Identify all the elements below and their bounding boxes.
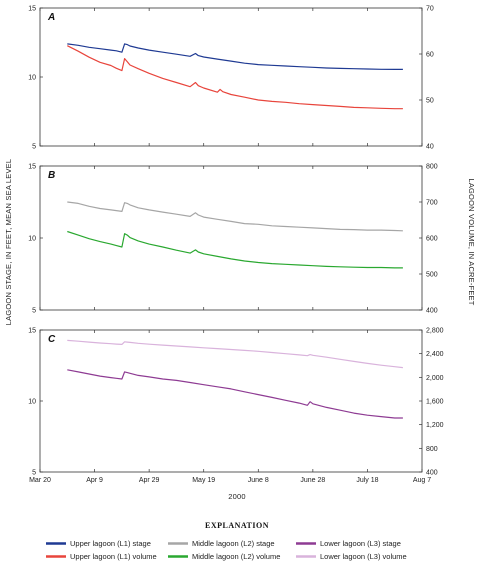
legend-label: Middle lagoon (L2) stage xyxy=(192,539,275,548)
plot-frame xyxy=(39,165,423,311)
x-tick-label: Apr 29 xyxy=(139,477,160,484)
y-right-tick-label: 400 xyxy=(426,470,438,477)
y-right-tick-label: 70 xyxy=(426,6,434,13)
y-left-tick-label: 10 xyxy=(28,75,36,82)
panel-A: 5 10 15 40 50 60 70 A xyxy=(28,6,434,151)
y-left-tick-label: 10 xyxy=(28,399,36,406)
panel-label: C xyxy=(48,334,56,345)
y-right-tick-label: 600 xyxy=(426,236,438,243)
legend-label: Lower lagoon (L3) stage xyxy=(320,539,401,548)
y-right-axis-title: LAGOON VOLUME, IN ACRE-FEET xyxy=(467,178,476,305)
series-line xyxy=(67,230,403,269)
x-axis-title: 2000 xyxy=(228,492,246,501)
series-line xyxy=(67,201,403,232)
y-left-tick-label: 15 xyxy=(28,328,36,335)
y-right-tick-label: 1,200 xyxy=(426,422,444,429)
y-left-tick-label: 10 xyxy=(28,236,36,243)
plot-frame xyxy=(39,7,423,147)
y-right-tick-label: 2,800 xyxy=(426,328,444,335)
x-tick-label: May 19 xyxy=(192,477,215,484)
y-right-tick-label: 50 xyxy=(426,98,434,105)
y-right-tick-label: 1,600 xyxy=(426,399,444,406)
y-left-tick-label: 15 xyxy=(28,164,36,171)
legend-label: Middle lagoon (L2) volume xyxy=(192,552,280,561)
x-tick-label: Mar 20 xyxy=(29,477,51,484)
legend-label: Lower lagoon (L3) volume xyxy=(320,552,407,561)
y-left-axis-title: LAGOON STAGE, IN FEET, MEAN SEA LEVEL xyxy=(4,159,13,325)
chart-panels: 5 10 15 40 50 60 70 A 5 10 15 400 500 600 700 800 B Mar 2… xyxy=(28,6,443,485)
y-left-tick-label: 15 xyxy=(28,6,36,13)
y-right-tick-label: 40 xyxy=(426,144,434,151)
legend-title: EXPLANATION xyxy=(205,521,269,530)
y-right-tick-label: 800 xyxy=(426,446,438,453)
y-right-tick-label: 60 xyxy=(426,52,434,59)
x-tick-label: Aug 7 xyxy=(413,477,431,484)
panel-label: B xyxy=(48,170,55,181)
x-tick-label: June 28 xyxy=(300,477,325,484)
panel-B: 5 10 15 400 500 600 700 800 B xyxy=(28,164,438,315)
y-right-tick-label: 700 xyxy=(426,200,438,207)
y-left-tick-label: 5 xyxy=(32,308,36,315)
legend-label: Upper lagoon (L1) volume xyxy=(70,552,157,561)
series-line xyxy=(67,339,403,369)
y-right-tick-label: 400 xyxy=(426,308,438,315)
panel-label: A xyxy=(47,12,55,23)
y-right-tick-label: 800 xyxy=(426,164,438,171)
series-line xyxy=(67,43,403,71)
y-right-tick-label: 2,400 xyxy=(426,351,444,358)
series-line xyxy=(67,369,403,419)
plot-frame xyxy=(39,329,423,473)
y-left-tick-label: 5 xyxy=(32,470,36,477)
legend-label: Upper lagoon (L1) stage xyxy=(70,539,151,548)
panel-C: Mar 20 Apr 9 Apr 29 May 19 June 8 June 28 July… xyxy=(28,328,443,485)
series-line xyxy=(67,45,403,110)
legend: EXPLANATION Upper lagoon (L1) stage Upper… xyxy=(46,521,407,561)
y-right-tick-label: 2,000 xyxy=(426,375,444,382)
y-left-tick-label: 5 xyxy=(32,144,36,151)
x-tick-label: July 18 xyxy=(356,477,378,484)
x-tick-label: June 8 xyxy=(248,477,269,484)
y-right-tick-label: 500 xyxy=(426,272,438,279)
x-tick-label: Apr 9 xyxy=(86,477,103,484)
